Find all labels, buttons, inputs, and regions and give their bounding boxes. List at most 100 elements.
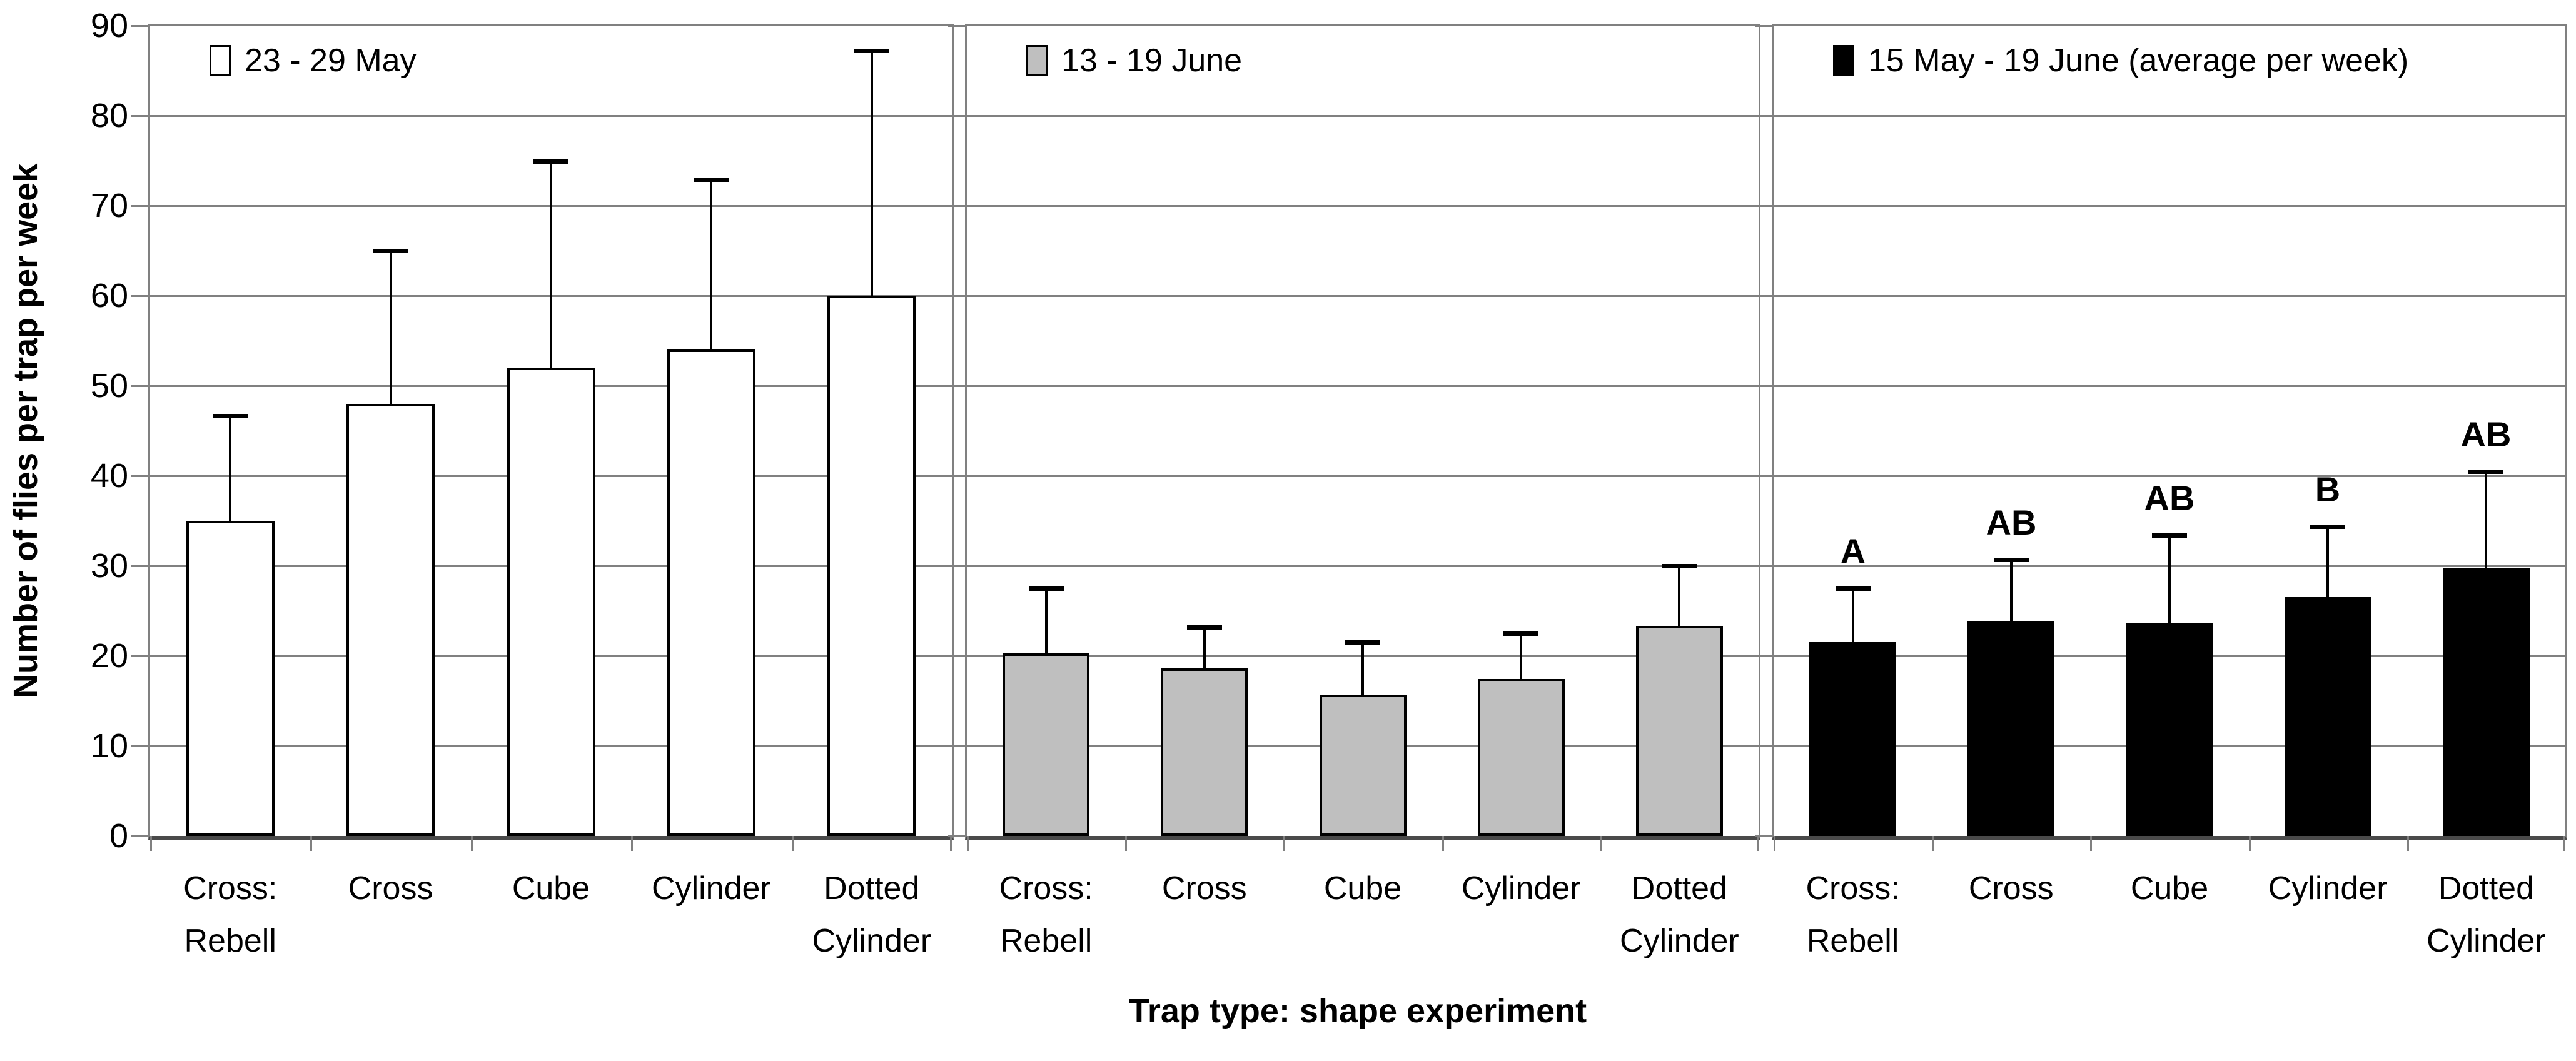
y-axis-title: Number of flies per trap per week <box>7 163 44 698</box>
error-bar <box>1852 588 1854 643</box>
x-axis-tick <box>1442 836 1444 851</box>
bar <box>186 521 275 836</box>
legend-label: 13 - 19 June <box>1061 43 1243 79</box>
y-axis-tick <box>948 475 965 477</box>
x-axis-tick <box>471 836 473 851</box>
x-axis-tick <box>2090 836 2092 851</box>
error-bar <box>1520 633 1522 680</box>
category-label-line: Cross: <box>1806 870 1900 907</box>
bar <box>667 349 755 836</box>
error-bar-cap <box>2468 469 2503 474</box>
gridline <box>967 295 1759 297</box>
category-label-line: Cube <box>512 870 590 907</box>
y-axis-tick <box>1755 295 1772 297</box>
panel-23-29-may: 23 - 29 May <box>131 24 954 851</box>
legend-swatch-gray <box>1026 45 1048 76</box>
legend-label: 15 May - 19 June (average per week) <box>1868 43 2409 79</box>
x-axis-tick <box>1125 836 1127 851</box>
y-axis-tick <box>948 835 965 837</box>
x-axis-tick <box>150 836 152 851</box>
gridline <box>150 115 952 117</box>
y-tick-label: 50 <box>90 367 128 405</box>
category-label: Cross: Rebell <box>967 862 1125 967</box>
y-axis-tick <box>131 835 148 837</box>
y-axis-tick <box>1755 835 1772 837</box>
error-bar <box>1361 642 1364 695</box>
y-axis-tick <box>1755 745 1772 747</box>
error-bar <box>1045 588 1048 653</box>
y-axis-tick <box>1755 205 1772 207</box>
category-label: Cube <box>2090 862 2248 915</box>
error-bar-cap <box>694 178 729 183</box>
error-bar-cap <box>533 159 568 164</box>
gridline <box>1774 205 2565 207</box>
category-label-line: Rebell <box>999 923 1093 959</box>
bar <box>1003 653 1089 836</box>
error-bar <box>871 51 873 296</box>
y-tick-label: 60 <box>90 277 128 314</box>
y-axis-tick <box>131 745 148 747</box>
legend-june: 13 - 19 June <box>1026 42 1242 79</box>
category-label-line: Cross <box>1161 870 1247 907</box>
bar <box>2443 568 2530 836</box>
error-bar <box>390 251 392 404</box>
legend-average: 15 May - 19 June (average per week) <box>1833 42 2408 79</box>
bar <box>1320 695 1407 836</box>
y-tick-label: 0 <box>109 817 128 855</box>
y-tick-label: 10 <box>90 727 128 765</box>
y-axis-tick <box>948 745 965 747</box>
y-axis-tick <box>131 655 148 657</box>
bar <box>2126 623 2213 836</box>
x-axis-tick <box>950 836 952 851</box>
error-bar-cap <box>213 413 248 418</box>
category-label-line: Cylinder <box>1461 870 1581 907</box>
bar <box>507 368 595 836</box>
x-axis-tick <box>1600 836 1602 851</box>
y-axis-tick <box>131 25 148 27</box>
category-label-line: Dotted <box>824 870 920 907</box>
significance-letter: B <box>2315 469 2341 509</box>
error-bar <box>550 161 552 368</box>
y-axis-tick <box>948 385 965 387</box>
y-axis-tick <box>131 295 148 297</box>
panel-13-19-june: 13 - 19 June <box>948 24 1760 851</box>
category-label-line: Cross <box>1968 870 2054 907</box>
category-label: Dotted Cylinder <box>1600 862 1759 967</box>
category-label: Cross: Rebell <box>1774 862 1932 967</box>
category-label: Dotted Cylinder <box>792 862 952 967</box>
category-label-line: Cylinder <box>652 870 771 907</box>
x-axis-tick <box>2249 836 2251 851</box>
x-axis-tick <box>2563 836 2565 851</box>
gridline <box>967 385 1759 387</box>
error-bar <box>1203 626 1206 669</box>
bar <box>1809 642 1896 836</box>
error-bar-cap <box>2152 533 2187 538</box>
y-axis-tick <box>131 115 148 117</box>
significance-letter: AB <box>2460 414 2512 454</box>
bar <box>1161 668 1248 836</box>
error-bar <box>2168 535 2171 624</box>
category-label-line: Rebell <box>1806 923 1899 959</box>
bar <box>1478 679 1565 836</box>
category-label-line: Cylinder <box>2427 923 2546 959</box>
panel-average: 15 May - 19 June (average per week) A AB A… <box>1755 24 2567 851</box>
x-axis-tick <box>631 836 633 851</box>
category-label: Cylinder <box>2249 862 2407 915</box>
y-axis-tick <box>131 475 148 477</box>
y-axis-tick <box>948 565 965 567</box>
error-bar <box>2010 559 2013 622</box>
x-axis-tick <box>1932 836 1934 851</box>
category-label: Cross: Rebell <box>150 862 310 967</box>
y-tick-label: 20 <box>90 637 128 675</box>
gridline <box>1774 385 2565 387</box>
category-label: Cube <box>1283 862 1442 915</box>
error-bar-cap <box>1836 586 1871 591</box>
category-label-line: Cylinder <box>1620 923 1739 959</box>
error-bar <box>2326 526 2329 598</box>
category-label: Dotted Cylinder <box>2407 862 2565 967</box>
category-label-line: Cross <box>348 870 433 907</box>
error-bar <box>2485 471 2487 568</box>
bar <box>2285 597 2371 836</box>
x-axis-title: Trap type: shape experiment <box>1128 992 1587 1030</box>
category-label-line: Cube <box>2130 870 2209 907</box>
